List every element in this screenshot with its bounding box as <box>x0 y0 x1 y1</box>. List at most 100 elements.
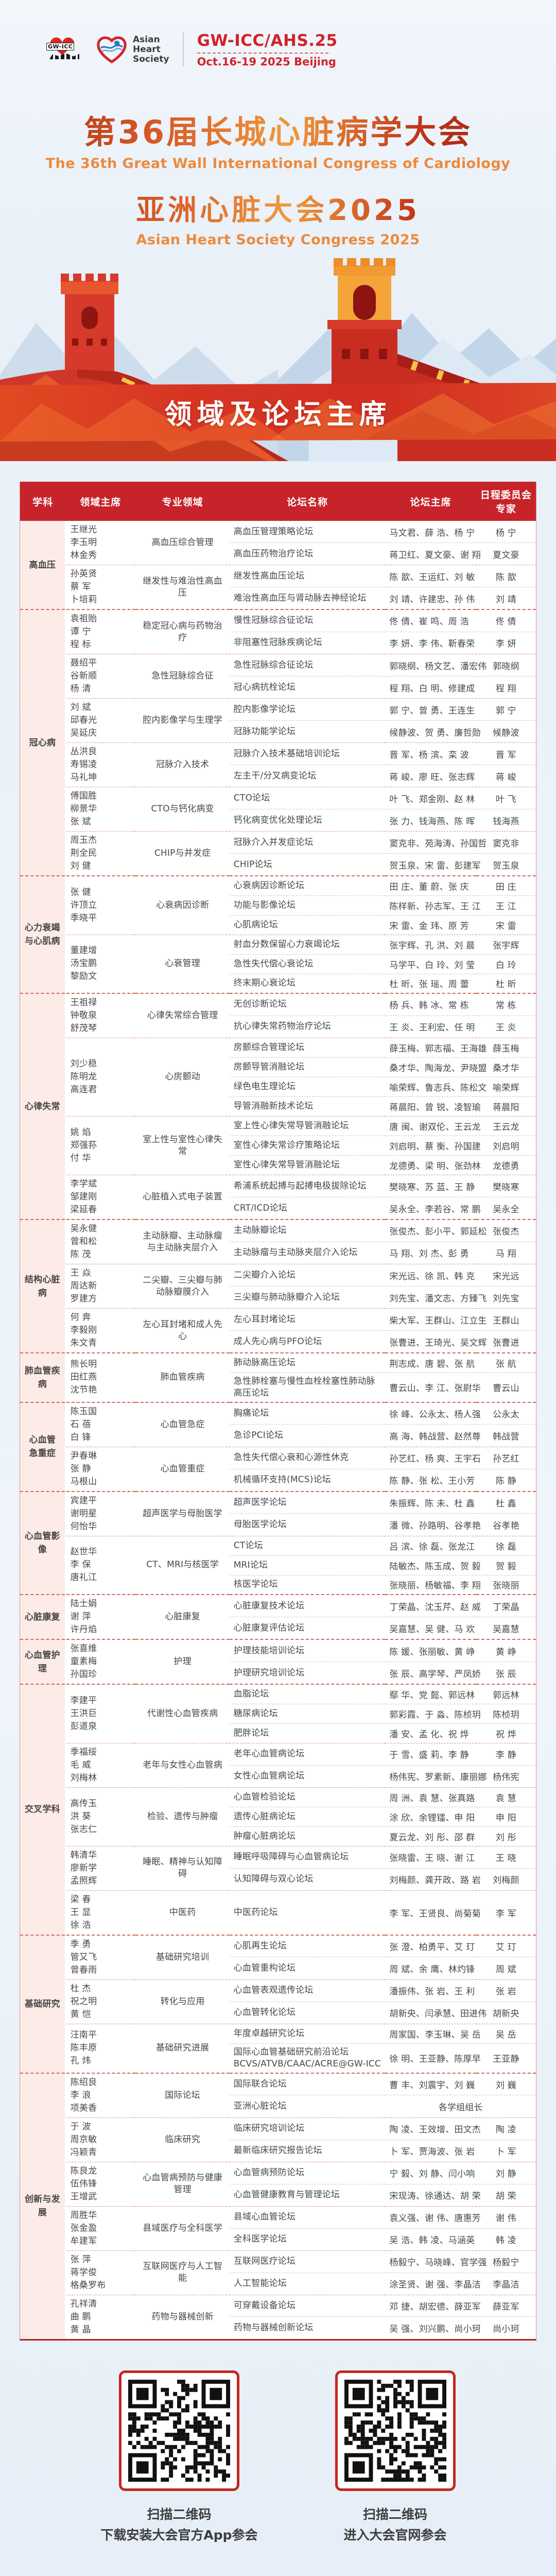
professional-field-cell: 县域医疗与全科医学 <box>135 2206 229 2250</box>
page-subtitle-en: Asian Heart Society Congress 2025 <box>0 232 556 248</box>
professional-field-cell: 心脏康复 <box>135 1595 229 1639</box>
forum-chairs-cell: 周 洲、袁 慧、张真路 <box>385 1787 476 1807</box>
professional-field-cell: 心血管病预防与健康管理 <box>135 2162 229 2206</box>
discipline-cell: 心律失常 <box>20 993 65 1219</box>
field-chairs-cell: 高传玉洪 葵张志仁 <box>65 1787 135 1846</box>
professional-field-cell: 超声医学与母胎医学 <box>135 1492 229 1536</box>
field-chair-name: 孙国珍 <box>71 1668 132 1681</box>
forum-chairs-cell: 吴嘉慧、吴 健、马 欢 <box>385 1617 476 1640</box>
forum-chairs-cell: 吴 浩、韩 凌、马涵英 <box>385 2228 476 2250</box>
qr-caption-line: 扫描二维码 <box>335 2504 456 2525</box>
committee-expert-cell: 杜 鑫 <box>476 1492 536 1514</box>
field-chair-name: 田红燕 <box>71 1371 132 1384</box>
ahs-logo-label: Asian Heart Society <box>133 35 169 64</box>
discipline-cell: 基础研究 <box>20 1935 65 2073</box>
brand-date: Oct.16-19 2025 Beijing <box>197 56 338 68</box>
forum-chairs-cell: 马文君、薛 浩、杨 宁 <box>385 521 476 543</box>
field-chairs-cell: 梁 春王 显徐 浩 <box>65 1890 135 1935</box>
forum-chairs-cell: 杨伟宪、罗素新、康丽娜 <box>385 1765 476 1787</box>
committee-expert-cell: 吴永全 <box>476 1197 536 1219</box>
field-chair-name: 许顶立 <box>71 899 132 912</box>
forum-chairs-cell: 刘启明、蔡 衡、孙国建 <box>385 1136 476 1156</box>
discipline-cell: 心血管影像 <box>20 1492 65 1595</box>
qr-caption-line: 下载安装大会官方App参会 <box>100 2525 257 2546</box>
forum-chairs-cell: 窦克非、苑海涛、孙国哲 <box>385 832 476 854</box>
qr-code-website <box>335 2370 456 2491</box>
divider <box>183 32 184 66</box>
field-chair-name: 王祖禄 <box>71 996 132 1009</box>
forum-name-cell: 中医药论坛 <box>230 1890 386 1935</box>
qr-caption-line: 进入大会官网参会 <box>335 2525 456 2546</box>
forum-name-cell: 药物与器械创新论坛 <box>230 2317 386 2339</box>
forum-name-cell: 冠脉功能学论坛 <box>230 721 386 743</box>
forum-chairs-cell: 马学平、白 玲、刘 莹 <box>385 954 476 974</box>
field-chair-name: 刘少稳 <box>71 1058 132 1071</box>
forum-name-cell: 钙化病变优化处理论坛 <box>230 809 386 832</box>
field-chair-name: 毛 威 <box>71 1759 132 1772</box>
forum-chairs-cell: 吴永全、李若谷、常 鹏 <box>385 1197 476 1219</box>
forum-name-cell: 女性心血管病论坛 <box>230 1765 386 1787</box>
forum-name-cell: 导管消融新技术论坛 <box>230 1097 386 1116</box>
forum-name-cell: 二尖瓣介入论坛 <box>230 1264 386 1286</box>
table-row: 高血压王继光李玉明林金秀高血压综合管理高血压管理策略论坛马文君、薛 浩、杨 宁杨… <box>20 521 536 543</box>
field-chair-name: 尹春琳 <box>71 1450 132 1463</box>
forum-chairs-cell: 胡新央、闫承慧、田进伟 <box>385 2002 476 2024</box>
forum-name-cell: 室性心律失常诊疗策略论坛 <box>230 1136 386 1156</box>
table-row: 杜 杰祝之明黄 恺转化与应用心血管表观遗传论坛潘振伟、张 岩、王 利张 岩 <box>20 1979 536 2002</box>
column-header-2: 专业领域 <box>135 482 229 521</box>
committee-expert-cell: 李 军 <box>476 1890 536 1935</box>
forum-chairs-cell: 曹 丰、刘震宇、刘 巍 <box>385 2073 476 2095</box>
forum-chairs-cell: 陆敏杰、陈玉成、贺 毅 <box>385 1555 476 1575</box>
field-chair-name: 洪 葵 <box>71 1810 132 1823</box>
discipline-cell: 高血压 <box>20 521 65 609</box>
forum-name-cell: 认知障碍与双心论坛 <box>230 1868 386 1890</box>
forum-name-cell: 心血管病预防论坛 <box>230 2162 386 2184</box>
forum-name-cell: 绿色电生理论坛 <box>230 1077 386 1097</box>
committee-expert-cell: 申 阳 <box>476 1807 536 1826</box>
committee-expert-cell: 袁 慧 <box>476 1787 536 1807</box>
committee-expert-cell: 钱海燕 <box>476 809 536 832</box>
field-chairs-cell: 李建平王洪巨彭道泉 <box>65 1684 135 1743</box>
committee-expert-cell: 程 翔 <box>476 676 536 699</box>
forum-name-cell: 心血管重构论坛 <box>230 1957 386 1979</box>
forum-chairs-cell: 孙艺红、杨 爽、王宇石 <box>385 1447 476 1469</box>
column-header-0: 学科 <box>20 482 65 521</box>
professional-field-cell: 稳定冠心病与药物治疗 <box>135 609 229 654</box>
forum-name-cell: CTO论坛 <box>230 787 386 809</box>
field-chair-name: 陈明龙 <box>71 1071 132 1083</box>
forum-chairs-cell: 薛玉梅、郭志福、王海雄 <box>385 1038 476 1058</box>
forum-chairs-cell: 张曹进、王琦光、吴文辉 <box>385 1331 476 1353</box>
table-row: 王 焱周达新罗建方二尖瓣、三尖瓣与肺动脉瓣膜介入二尖瓣介入论坛宋光远、徐 凯、韩… <box>20 1264 536 1286</box>
discipline-cell: 心力衰竭 与心肌病 <box>20 876 65 993</box>
forum-name-cell: 希浦系统起搏与起搏电极拔除论坛 <box>230 1175 386 1197</box>
forum-name-cell: 心血管转化论坛 <box>230 2002 386 2024</box>
qr-section: 扫描二维码 下载安装大会官方App参会 扫描二维码 进入大会官网参会 <box>0 2370 556 2546</box>
forum-name-cell: 非阻塞性冠脉疾病论坛 <box>230 632 386 654</box>
field-chairs-cell: 刘 斌邱春光吴延庆 <box>65 699 135 743</box>
forum-name-cell: 冠脉介入技术基础培训论坛 <box>230 743 386 765</box>
forum-name-cell: 功能与影像论坛 <box>230 895 386 915</box>
field-chair-name: 蔡 军 <box>71 581 132 594</box>
forum-chairs-cell: 柴大军、王群山、江立生 <box>385 1309 476 1331</box>
forum-name-cell: CHIP论坛 <box>230 854 386 876</box>
field-chair-name: 付 华 <box>71 1152 132 1165</box>
forum-name-cell: 左心耳封堵论坛 <box>230 1309 386 1331</box>
field-chair-name: 李学斌 <box>71 1178 132 1191</box>
forum-name-cell: 临床研究培训论坛 <box>230 2117 386 2140</box>
professional-field-cell: 老年与女性心血管病 <box>135 1743 229 1787</box>
table-row: 心力衰竭 与心肌病张 健许顶立季晓平心衰病因诊断心衰病因诊断论坛田 庄、董 蔚、… <box>20 876 536 895</box>
forum-chairs-cell: 高 海、韩战营、赵然尊 <box>385 1425 476 1447</box>
forum-name-cell: 抗心律失常药物治疗论坛 <box>230 1015 386 1038</box>
committee-expert-cell: 卜 军 <box>476 2140 536 2162</box>
forum-name-cell: 冠脉介入并发症论坛 <box>230 832 386 854</box>
field-chairs-cell: 董建增汤宝鹏黎励文 <box>65 935 135 993</box>
forum-name-cell: 母胎医学论坛 <box>230 1514 386 1536</box>
forum-name-cell: 腔内影像学论坛 <box>230 699 386 721</box>
field-chair-name: 孟照辉 <box>71 1875 132 1888</box>
forum-name-cell: MRI论坛 <box>230 1555 386 1575</box>
professional-field-cell: 心衰管理 <box>135 935 229 993</box>
field-chairs-cell: 于 波周京敏冯颖青 <box>65 2117 135 2162</box>
forum-chairs-cell: 周家国、李玉琳、吴 岳 <box>385 2024 476 2043</box>
